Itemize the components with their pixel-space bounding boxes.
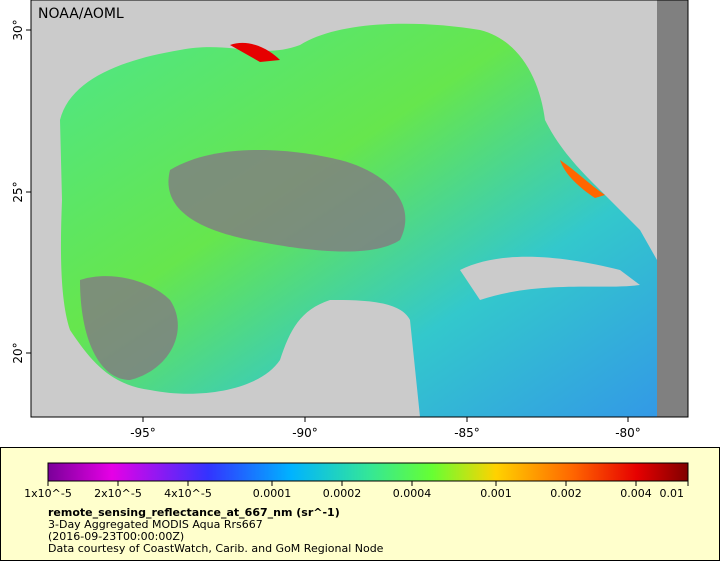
- lon-label: -85°: [454, 426, 480, 440]
- legend-line: (2016-09-23T00:00:00Z): [48, 530, 184, 543]
- colorbar-label: 2x10^-5: [94, 487, 142, 500]
- legend-variable: remote_sensing_reflectance_at_667_nm (sr…: [48, 506, 340, 519]
- lat-label: 20°: [11, 342, 25, 363]
- colorbar-label: 1x10^-5: [24, 487, 72, 500]
- map-border: [30, 0, 689, 418]
- no-data-area: [80, 276, 178, 380]
- lon-label: -95°: [130, 426, 156, 440]
- colorbar-label: 0.0004: [393, 487, 432, 500]
- coastal-high: [560, 160, 605, 198]
- colorbar-label: 0.002: [550, 487, 582, 500]
- no-data-strip: [657, 0, 688, 417]
- credit: NOAA/AOML: [38, 6, 124, 22]
- lon-label: -80°: [615, 426, 641, 440]
- lat-label: 30°: [11, 19, 25, 40]
- cuba: [460, 256, 640, 300]
- legend-line: Data courtesy of CoastWatch, Carib. and …: [48, 542, 384, 555]
- colorbar-label: 0.004: [620, 487, 652, 500]
- no-data-area: [168, 150, 406, 252]
- colorbar-label: 0.001: [480, 487, 512, 500]
- legend-line: 3-Day Aggregated MODIS Aqua Rrs667: [48, 518, 263, 531]
- colorbar-label: 0.01: [660, 487, 685, 500]
- lat-label: 25°: [11, 181, 25, 202]
- colorbar: [47, 462, 689, 482]
- lon-label: -90°: [292, 426, 318, 440]
- colorbar-label: 0.0001: [253, 487, 292, 500]
- credit-bg: [33, 2, 133, 24]
- colorbar-label: 0.0002: [323, 487, 362, 500]
- coastal-high: [230, 42, 280, 62]
- colorbar-label: 4x10^-5: [164, 487, 212, 500]
